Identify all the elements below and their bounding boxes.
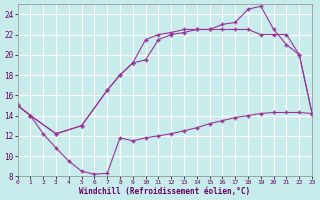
X-axis label: Windchill (Refroidissement éolien,°C): Windchill (Refroidissement éolien,°C) xyxy=(79,187,250,196)
